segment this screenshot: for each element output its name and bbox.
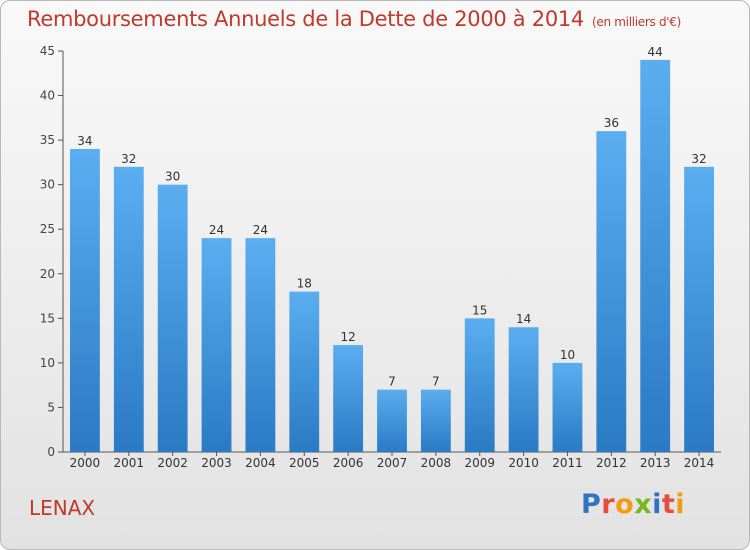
value-label-2010: 14 [516,312,531,326]
y-tick-label: 40 [40,89,55,103]
bar-2013 [640,59,671,453]
value-label-2001: 32 [121,152,136,166]
x-tick-label-2011: 2011 [552,456,583,470]
x-tick-label-2005: 2005 [289,456,320,470]
value-label-2005: 18 [297,277,312,291]
bar-2006 [333,345,364,452]
y-tick-label: 15 [40,311,55,325]
x-tick-label-2002: 2002 [157,456,188,470]
bar-2005 [289,291,320,452]
value-label-2006: 12 [340,330,355,344]
value-label-2013: 44 [648,45,663,59]
chart-subtitle: (en milliers d'€) [592,15,682,29]
value-label-2004: 24 [253,223,268,237]
bar-2003 [201,238,232,452]
y-tick-label: 30 [40,178,55,192]
proxiti-logo: Proxiti [581,489,686,520]
value-label-2002: 30 [165,170,180,184]
value-label-2009: 15 [472,303,487,317]
x-tick-label-2014: 2014 [684,456,715,470]
city-name: LENAX [29,496,96,520]
bar-2012 [596,131,627,452]
value-label-2007: 7 [388,375,396,389]
value-label-2008: 7 [432,375,440,389]
x-tick-label-2004: 2004 [245,456,276,470]
bar-2007 [377,389,407,452]
bar-2004 [245,238,276,452]
value-label-2003: 24 [209,223,224,237]
bar-2001 [113,166,144,452]
x-tick-label-2013: 2013 [640,456,671,470]
x-tick-label-2010: 2010 [508,456,539,470]
bar-2000 [70,149,100,452]
chart-title-text: Remboursements Annuels de la Dette de 20… [27,7,584,31]
y-tick-label: 5 [47,400,55,414]
y-tick-label: 25 [40,222,55,236]
value-label-2011: 10 [560,348,575,362]
x-tick-label-2003: 2003 [201,456,232,470]
bar-2011 [552,362,583,452]
bar-2008 [420,389,451,452]
x-tick-label-2012: 2012 [596,456,627,470]
chart-title: Remboursements Annuels de la Dette de 20… [27,7,681,31]
bar-2010 [508,327,539,452]
y-tick-label: 10 [40,356,55,370]
y-tick-label: 45 [40,44,55,58]
bar-2014 [684,166,714,452]
x-tick-label-2009: 2009 [464,456,495,470]
bar-2002 [157,184,188,452]
value-label-2014: 32 [691,152,706,166]
y-tick-label: 0 [47,445,55,459]
bar-2009 [464,318,495,452]
y-tick-label: 20 [40,267,55,281]
x-tick-label-2008: 2008 [421,456,452,470]
value-label-2012: 36 [604,116,619,130]
value-label-2000: 34 [77,134,92,148]
x-tick-label-2001: 2001 [114,456,145,470]
x-tick-label-2006: 2006 [333,456,364,470]
x-tick-label-2007: 2007 [377,456,408,470]
x-tick-label-2000: 2000 [70,456,101,470]
y-tick-label: 35 [40,133,55,147]
